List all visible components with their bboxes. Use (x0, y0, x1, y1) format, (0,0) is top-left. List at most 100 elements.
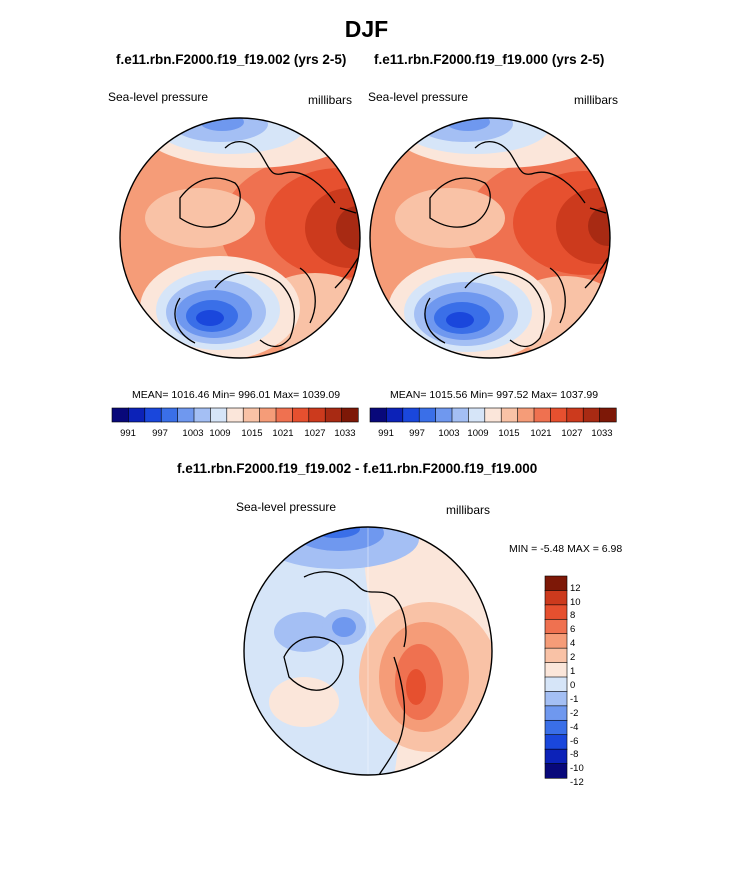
panel2-variable-label: Sea-level pressure (368, 90, 469, 104)
cbar2-tick-label: 1003 (438, 428, 460, 439)
slp-map-panel2 (369, 117, 611, 359)
cbar1-tick-label: 997 (152, 428, 168, 439)
cbar3-tick-label: 0 (570, 680, 576, 691)
diff-units-label: millibars (446, 503, 491, 517)
cbar1-tick-label: 1027 (304, 428, 326, 439)
colorbar-swatch (242, 407, 261, 423)
cbar1-tick-label: 1003 (182, 428, 204, 439)
colorbar-swatch (544, 604, 568, 620)
colorbar-swatch (451, 407, 470, 423)
colorbar-swatch (369, 407, 388, 423)
colorbar-swatch (308, 407, 326, 423)
colorbar-swatch (544, 662, 568, 678)
page-title: DJF (344, 16, 389, 42)
map2-coastline-na (424, 267, 566, 348)
cbar3-tick-label: 2 (570, 652, 576, 663)
map3-coastline-na (378, 656, 406, 775)
map3-coastline-greenland (283, 636, 344, 691)
map2-contour-1006-top (446, 118, 490, 131)
map3-contour-0-sw (269, 677, 339, 727)
map2-coastline-eurasia (474, 141, 586, 204)
colorbar-swatch (544, 590, 568, 606)
cbar3-tick-label: -2 (570, 708, 579, 719)
map3-border (243, 526, 493, 776)
colorbar-swatch (544, 763, 568, 779)
cbar2-tick-label: 997 (409, 428, 425, 439)
colorbar-panel1 (111, 407, 359, 423)
map1-contour-1006-top (200, 118, 244, 131)
colorbar-swatch (193, 407, 212, 423)
panel1-variable-label: Sea-level pressure (108, 90, 209, 104)
cbar2-tick-label: 1033 (591, 428, 613, 439)
colorbar-panel2 (369, 407, 617, 423)
map2-coastline-east (584, 207, 609, 289)
cbar2-tick-label: 1027 (561, 428, 583, 439)
colorbar-swatch (500, 407, 519, 423)
colorbar-swatch (160, 407, 179, 423)
cbar1-tick-label: 1009 (209, 428, 231, 439)
map1-contour-1021-basin (145, 188, 255, 248)
map2-contour-1000-low (446, 312, 474, 328)
colorbar-swatch (144, 407, 162, 423)
colorbar-swatch (544, 676, 568, 693)
map1-coastline-greenland (179, 177, 241, 228)
slp-map-panel1 (119, 117, 361, 359)
cbar2-tick-label: 991 (378, 428, 394, 439)
colorbar-swatch (484, 407, 502, 423)
colorbar-swatch (402, 407, 420, 423)
cbar2-tick-label: 1015 (498, 428, 520, 439)
cbar3-tick-label: 4 (570, 638, 576, 649)
panel2-subtitle: f.e11.rbn.F2000.f19_f19.000 (yrs 2-5) (374, 52, 605, 67)
cbar1-tick-label: 1033 (334, 428, 356, 439)
colorbar-swatch (292, 407, 310, 423)
cbar3-tick-label: -1 (570, 694, 579, 705)
cbar1-tick-label: 1021 (272, 428, 294, 439)
panel2-units-label: millibars (574, 93, 619, 107)
map1-contour-1036 (336, 206, 360, 250)
map1-contour-1000-low (196, 310, 224, 326)
colorbar-swatch (566, 407, 584, 423)
map3-contour-neg4-top (312, 527, 360, 538)
colorbar-swatch (582, 407, 601, 423)
colorbar-swatch (544, 618, 568, 635)
cbar3-tick-label: -12 (570, 777, 584, 788)
colorbar-swatch (544, 633, 568, 649)
map2-contour-1021-basin (395, 188, 505, 248)
map1-coastline-east (334, 207, 359, 289)
colorbar-swatch (275, 407, 294, 423)
cbar1-tick-label: 991 (120, 428, 136, 439)
map3-contour-neg2-center (332, 617, 356, 637)
colorbar-swatch (468, 407, 486, 423)
colorbar-swatch (544, 647, 568, 664)
cbar3-tick-label: 10 (570, 597, 581, 608)
colorbar-swatch (544, 691, 568, 707)
colorbar-swatch (544, 734, 568, 750)
panel1-units-label: millibars (308, 93, 353, 107)
diff-subtitle: f.e11.rbn.F2000.f19_f19.002 - f.e11.rbn.… (177, 461, 538, 476)
map1-border (119, 117, 361, 359)
colorbar-difference (544, 575, 568, 779)
diff-minmax: MIN = -5.48 MAX = 6.98 (509, 543, 623, 555)
colorbar-swatch (418, 407, 437, 423)
map1-coastline-na (174, 267, 316, 348)
colorbar-swatch (341, 407, 359, 423)
cbar1-tick-label: 1015 (241, 428, 263, 439)
colorbar-swatch (128, 407, 146, 423)
map1-coastline-eurasia (224, 141, 336, 204)
cbar3-tick-label: 8 (570, 610, 576, 621)
cbar3-tick-label: -6 (570, 736, 579, 747)
colorbar-swatch (544, 575, 568, 592)
colorbar-swatch (533, 407, 552, 423)
colorbar-swatch (177, 407, 195, 423)
colorbar-swatch (324, 407, 343, 423)
map2-border (369, 117, 611, 359)
map3-contour-neg1-left (274, 612, 334, 652)
panel2-stats: MEAN= 1015.56 Min= 997.52 Max= 1037.99 (390, 389, 599, 401)
colorbar-swatch (544, 719, 568, 736)
diff-variable-label: Sea-level pressure (236, 500, 337, 514)
map2-contour-1036 (588, 206, 610, 246)
cbar2-tick-label: 1009 (467, 428, 489, 439)
slp-difference-map (243, 526, 493, 776)
map3-contour-6 (406, 669, 426, 705)
colorbar-swatch (259, 407, 277, 423)
